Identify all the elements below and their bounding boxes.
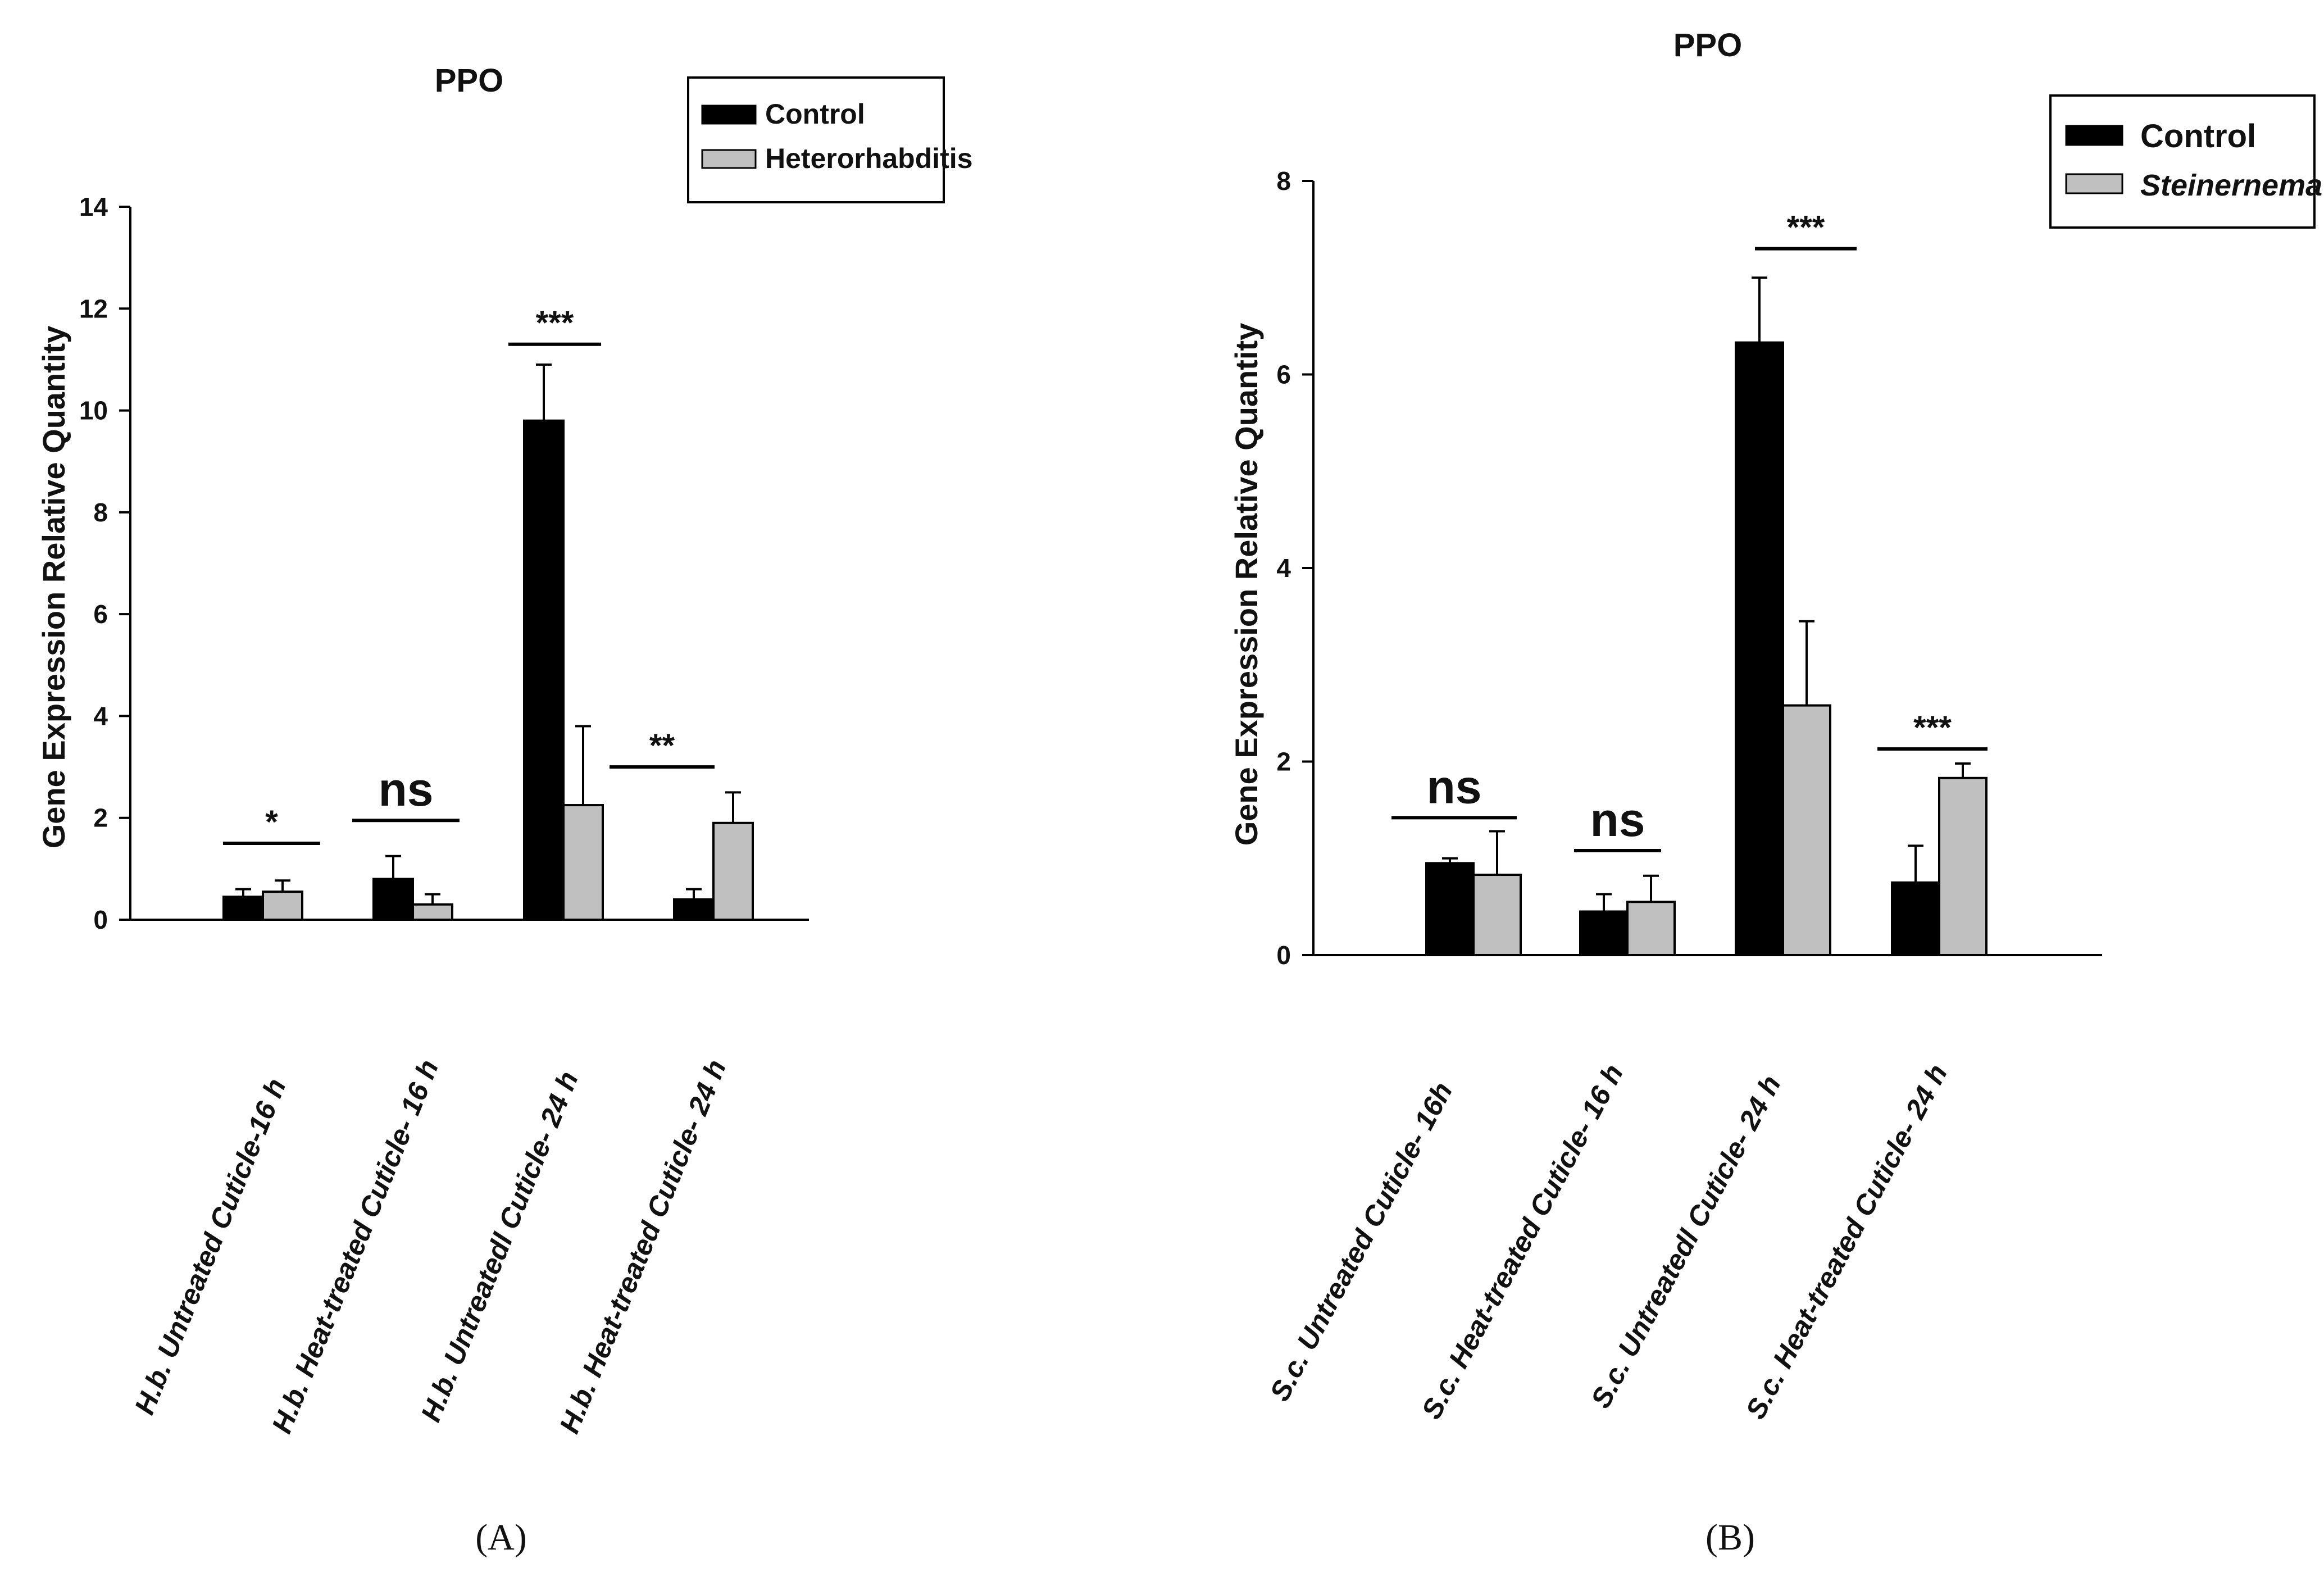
y-tick-label-b-1: 2 — [1276, 747, 1291, 776]
y-tick-label-a-7: 14 — [79, 192, 108, 221]
bar-a-control-3 — [673, 898, 715, 921]
legend-box-a — [687, 76, 945, 203]
significance-label-a-3: ** — [649, 728, 675, 764]
y-tick-label-a-6: 12 — [79, 294, 108, 323]
y-axis-label-a: Gene Expression Relative Quantity — [36, 326, 71, 849]
legend-label-control-a: Control — [765, 98, 865, 130]
bar-b-control-2 — [1735, 341, 1784, 956]
significance-label-a-0: * — [265, 804, 278, 840]
y-tick-label-b-2: 4 — [1276, 553, 1291, 583]
significance-label-b-1: ns — [1590, 793, 1645, 846]
significance-label-b-2: *** — [1787, 210, 1825, 246]
panel-label-b: (B) — [1706, 1517, 1755, 1558]
legend-swatch-heterorhabditis-a — [701, 149, 757, 169]
chart-panel-b: PPO Gene Expression Relative Quantity 0 2… — [1229, 27, 2322, 1558]
significance-label-a-1: ns — [378, 763, 433, 816]
category-label-a-0: H.b. Untreated Cuticle-16 h — [129, 1074, 292, 1419]
y-tick-label-a-2: 4 — [93, 701, 108, 730]
legend-swatch-control-a — [701, 105, 757, 125]
category-label-b-1: S.c. Heat-treated Cuticle- 16 h — [1416, 1059, 1630, 1424]
y-tick-label-a-5: 10 — [79, 396, 108, 425]
bar-a-treatment-1 — [412, 903, 453, 921]
bar-a-treatment-0 — [262, 891, 303, 921]
y-tick-label-a-4: 8 — [93, 498, 108, 527]
bar-a-treatment-2 — [562, 804, 604, 921]
legend-swatch-steinernema-b — [2065, 173, 2123, 194]
bar-a-control-0 — [222, 896, 264, 921]
legend-a: Control Heterorhabditis — [687, 76, 973, 203]
category-label-a-2: H.b. Untreatedl Cuticle- 24 h — [415, 1067, 584, 1426]
category-label-b-3: S.c. Heat-treated Cuticle- 24 h — [1740, 1059, 1954, 1424]
category-label-a-1: H.b. Heat-treated Cuticle- 16 h — [266, 1055, 444, 1437]
y-ticks-a: 0 2 4 6 8 10 12 14 — [79, 192, 130, 934]
panel-label-a: (A) — [475, 1517, 527, 1558]
legend-swatch-control-b — [2065, 125, 2123, 146]
y-tick-label-b-3: 6 — [1276, 360, 1291, 389]
category-label-b-2: S.c. Untreatedl Cuticle- 24 h — [1585, 1070, 1787, 1413]
category-label-a-3: H.b. Heat-treated Cuticle- 24 h — [553, 1055, 732, 1437]
significance-label-a-2: *** — [536, 305, 574, 342]
legend-b: Control Steinernema — [2049, 94, 2322, 229]
bars-b — [1425, 276, 1988, 957]
bar-a-control-1 — [372, 878, 414, 921]
significance-label-b-0: ns — [1426, 760, 1481, 813]
bars-a — [222, 363, 754, 921]
significance-label-b-3: *** — [1913, 710, 1952, 746]
y-axis-label-b: Gene Expression Relative Quantity — [1229, 323, 1264, 846]
y-tick-label-a-0: 0 — [93, 905, 108, 934]
y-ticks-b: 0 2 4 6 8 — [1276, 166, 1313, 970]
y-tick-label-b-0: 0 — [1276, 941, 1291, 970]
legend-box-b — [2049, 94, 2316, 229]
chart-title-a: PPO — [435, 62, 504, 99]
significance-b: ns ns *** *** — [1391, 210, 1988, 852]
bar-a-treatment-3 — [712, 821, 754, 921]
bar-b-control-1 — [1579, 910, 1629, 957]
chart-title-b: PPO — [1673, 27, 1743, 63]
legend-label-heterorhabditis-a: Heterorhabditis — [765, 143, 973, 174]
category-labels-a: H.b. Untreated Cuticle-16 hH.b. Heat-tre… — [129, 1055, 733, 1437]
bar-b-control-0 — [1425, 862, 1475, 957]
chart-panel-a: PPO Gene Expression Relative Quantity 0 2… — [36, 62, 973, 1558]
bar-b-treatment-3 — [1938, 776, 1988, 956]
bar-b-treatment-0 — [1472, 874, 1522, 956]
bar-a-control-2 — [523, 419, 565, 921]
legend-label-control-b: Control — [2140, 118, 2256, 155]
significance-a: *ns***** — [223, 305, 715, 846]
y-tick-label-a-3: 6 — [93, 599, 108, 629]
bar-b-treatment-2 — [1782, 704, 1831, 956]
bar-b-control-3 — [1891, 881, 1940, 956]
y-tick-label-b-4: 8 — [1276, 166, 1291, 196]
y-tick-label-a-1: 2 — [93, 803, 108, 833]
legend-label-steinernema-b: Steinernema — [2140, 169, 2322, 202]
bar-b-treatment-1 — [1626, 901, 1676, 956]
category-label-b-0: S.c. Untreated Cuticle- 16h — [1264, 1077, 1459, 1406]
